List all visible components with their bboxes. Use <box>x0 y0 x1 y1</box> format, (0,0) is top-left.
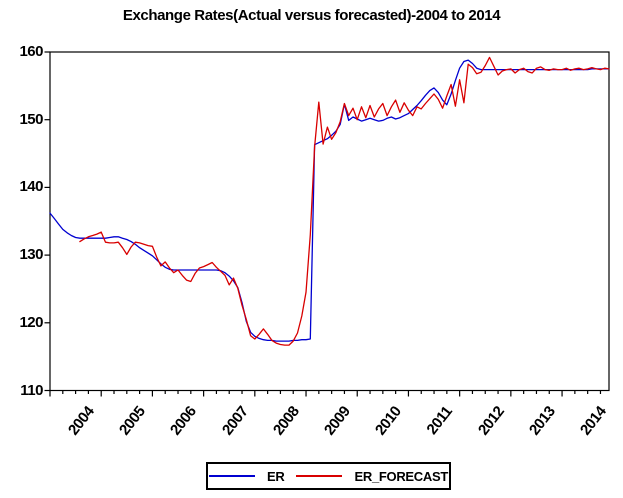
y-axis-tick-label: 110 <box>20 381 43 399</box>
er-forecast-legend-label: ER_FORECAST <box>354 468 448 484</box>
er-legend-line-icon <box>209 475 256 477</box>
er-forecast-line <box>79 56 610 346</box>
plot-frame <box>49 51 610 392</box>
er-forecast-legend-line-icon <box>296 475 343 477</box>
y-axis-tick-label: 120 <box>19 313 43 331</box>
y-axis-tick-label: 140 <box>19 178 43 196</box>
chart-title: Exchange Rates(Actual versus forecasted)… <box>122 7 501 24</box>
er-legend-label: ER <box>267 468 285 484</box>
y-axis-tick-label: 160 <box>19 43 43 60</box>
y-axis-tick-label: 130 <box>19 246 43 264</box>
legend: ER ER_FORECAST <box>206 462 451 490</box>
er-line <box>49 59 610 342</box>
y-axis-tick-label: 150 <box>19 110 43 128</box>
